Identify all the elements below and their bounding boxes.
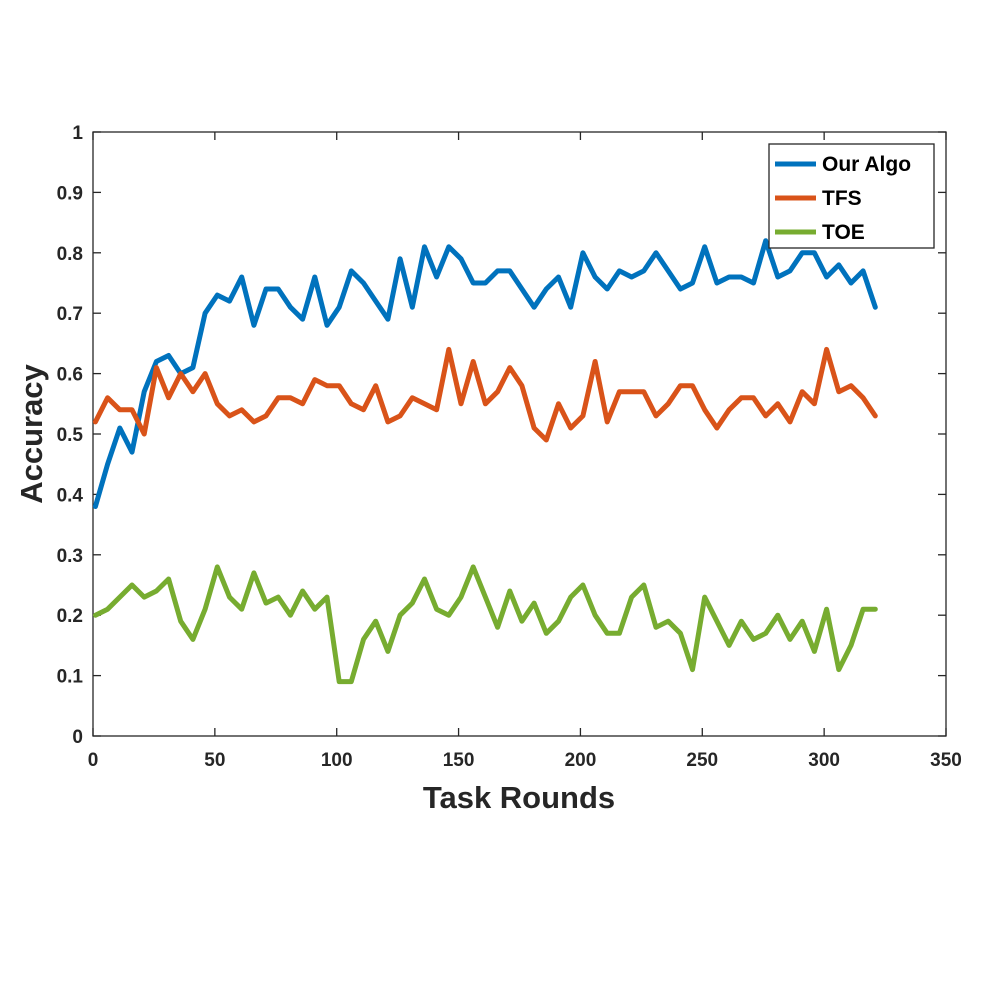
y-tick-label: 0.3 xyxy=(57,546,83,567)
series-line-our-algo xyxy=(92,238,878,509)
x-tick-label: 200 xyxy=(565,750,597,771)
legend-label-toe: TOE xyxy=(822,221,865,244)
legend-label-our-algo: Our Algo xyxy=(822,153,911,176)
y-axis-title: Accuracy xyxy=(14,363,49,503)
x-axis-title: Task Rounds xyxy=(423,780,615,815)
y-tick-label: 0.8 xyxy=(57,244,83,265)
y-tick-label: 0 xyxy=(72,727,83,748)
x-tick-label: 300 xyxy=(808,750,840,771)
y-tick-label: 0.2 xyxy=(57,606,83,627)
y-tick-label: 0.5 xyxy=(57,425,84,446)
x-axis: 0 50 100 150 200 250 300 350 xyxy=(88,132,962,771)
series-line-toe xyxy=(92,564,878,685)
series-line-tfs xyxy=(92,346,878,443)
y-tick-label: 1 xyxy=(72,123,83,144)
y-tick-label: 0.4 xyxy=(57,485,84,506)
legend-label-tfs: TFS xyxy=(822,187,862,210)
y-axis: 0 0.1 0.2 0.3 0.4 0.5 0.6 0.7 0.8 0.9 1 xyxy=(57,123,946,748)
x-tick-label: 250 xyxy=(686,750,718,771)
x-tick-label: 100 xyxy=(321,750,353,771)
y-tick-label: 0.1 xyxy=(57,667,84,688)
legend: Our Algo TFS TOE xyxy=(768,143,935,249)
x-tick-label: 0 xyxy=(88,750,99,771)
x-tick-label: 350 xyxy=(930,750,962,771)
y-tick-label: 0.6 xyxy=(57,365,83,386)
x-tick-label: 150 xyxy=(443,750,475,771)
x-tick-label: 50 xyxy=(204,750,225,771)
series-lines xyxy=(92,238,878,685)
y-tick-label: 0.7 xyxy=(57,304,83,325)
y-tick-label: 0.9 xyxy=(57,183,83,204)
